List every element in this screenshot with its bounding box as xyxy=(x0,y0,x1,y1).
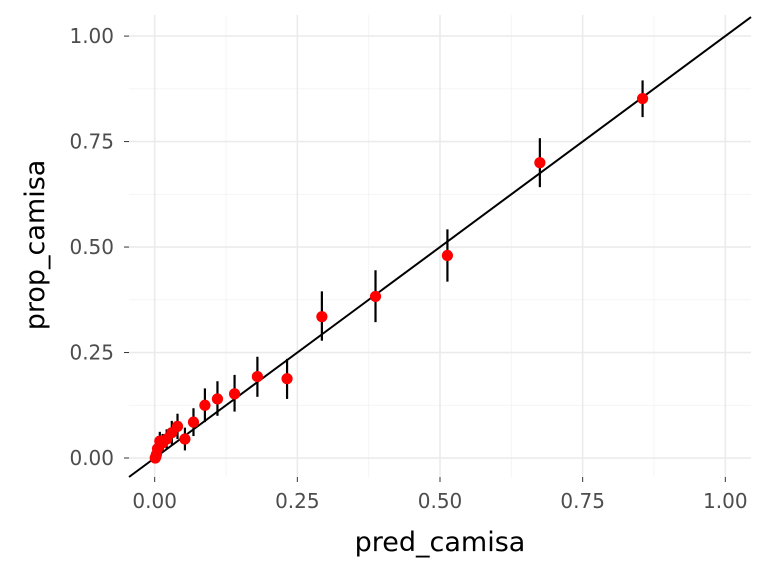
data-point xyxy=(251,370,263,383)
y-axis-ticks: 0.00 0.25 0.50 0.75 1.00 xyxy=(69,24,129,470)
x-tick-label: 0.25 xyxy=(275,489,320,513)
data-point xyxy=(179,433,191,445)
y-tick-label: 0.50 xyxy=(69,235,114,259)
x-tick-label: 1.00 xyxy=(703,489,748,513)
y-tick-label: 0.25 xyxy=(69,341,114,365)
data-point xyxy=(199,399,211,411)
data-point xyxy=(636,92,649,105)
error-bars xyxy=(154,80,644,459)
data-point xyxy=(211,393,224,405)
y-tick-label: 1.00 xyxy=(69,24,114,48)
x-axis-ticks: 0.00 0.25 0.50 0.75 1.00 xyxy=(132,477,748,513)
data-point xyxy=(534,157,546,169)
major-gridlines xyxy=(129,15,751,477)
data-point xyxy=(369,290,382,303)
data-point xyxy=(281,373,293,385)
identity-reference-line xyxy=(128,16,752,478)
data-point xyxy=(171,420,184,432)
data-points xyxy=(149,92,649,464)
x-tick-label: 0.50 xyxy=(418,489,463,513)
data-point xyxy=(187,416,200,428)
y-tick-label: 0.00 xyxy=(69,446,114,470)
x-tick-label: 0.00 xyxy=(132,489,177,513)
x-axis-title: pred_camisa xyxy=(355,527,526,558)
x-tick-label: 0.75 xyxy=(560,489,605,513)
data-point xyxy=(441,249,454,262)
y-tick-label: 0.75 xyxy=(69,130,114,154)
y-axis-title: prop_camisa xyxy=(20,160,51,331)
data-point xyxy=(316,311,328,323)
data-point xyxy=(228,388,241,400)
